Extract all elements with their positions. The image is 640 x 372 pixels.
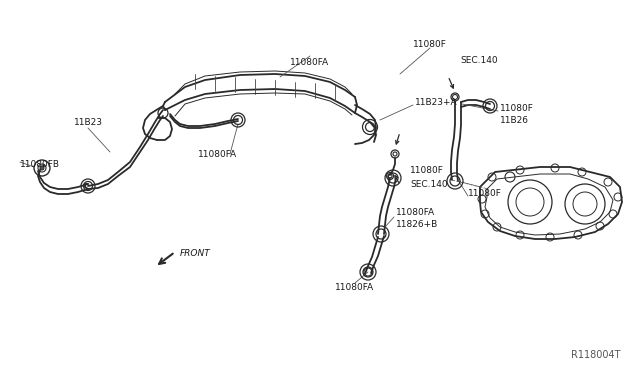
Text: 11B23: 11B23 xyxy=(74,118,102,126)
Text: 11080F: 11080F xyxy=(410,166,444,174)
Text: 11080FB: 11080FB xyxy=(20,160,60,169)
Text: 11826+B: 11826+B xyxy=(396,219,438,228)
Text: FRONT: FRONT xyxy=(180,250,211,259)
Text: 11080F: 11080F xyxy=(413,39,447,48)
Text: 11080FA: 11080FA xyxy=(335,282,374,292)
Text: R118004T: R118004T xyxy=(570,350,620,360)
Text: 11B26: 11B26 xyxy=(500,115,529,125)
Text: 11080FA: 11080FA xyxy=(291,58,330,67)
Text: SEC.140: SEC.140 xyxy=(410,180,447,189)
Text: 11080FA: 11080FA xyxy=(396,208,435,217)
Text: 11080F: 11080F xyxy=(500,103,534,112)
Text: 11080FA: 11080FA xyxy=(198,150,237,158)
Text: SEC.140: SEC.140 xyxy=(460,55,498,64)
Text: 11080F: 11080F xyxy=(468,189,502,198)
Text: 11B23+A: 11B23+A xyxy=(415,97,458,106)
Circle shape xyxy=(40,166,44,170)
